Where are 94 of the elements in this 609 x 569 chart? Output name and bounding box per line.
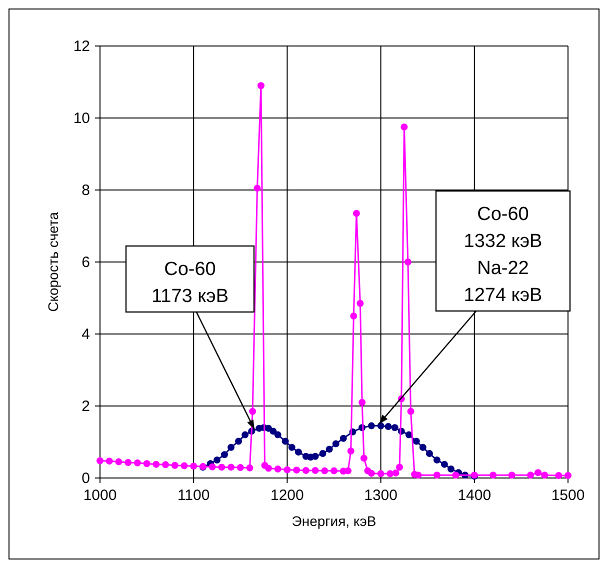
x-tick-label: 1300	[364, 487, 398, 504]
point	[282, 438, 289, 445]
point	[452, 472, 460, 479]
point	[490, 472, 497, 479]
point	[321, 467, 328, 474]
point	[96, 457, 104, 464]
point	[284, 466, 291, 474]
point	[368, 422, 375, 430]
point	[257, 82, 264, 90]
point	[426, 450, 433, 458]
point	[274, 466, 282, 472]
point	[214, 456, 220, 464]
point	[391, 424, 398, 432]
point	[228, 444, 235, 451]
point	[368, 470, 375, 477]
point	[534, 469, 542, 476]
point	[124, 459, 132, 466]
point	[350, 312, 358, 320]
point	[419, 444, 426, 451]
point	[190, 462, 198, 470]
point	[162, 461, 170, 468]
y-tick-label: 12	[73, 38, 90, 55]
point	[352, 210, 360, 217]
point	[312, 466, 319, 474]
point	[405, 431, 412, 438]
y-axis-title: Скорость счета	[45, 212, 61, 312]
point	[134, 459, 141, 466]
point	[115, 458, 122, 466]
point	[270, 428, 277, 435]
point	[143, 460, 150, 468]
point	[235, 438, 242, 445]
point	[236, 464, 244, 472]
y-tick-label: 6	[82, 254, 90, 271]
annotation: Co-60 1332 кэВ Na-22 1274 кэВ	[464, 204, 542, 306]
point	[274, 431, 282, 438]
point	[340, 434, 347, 442]
annotation: Co-60 1173 кэВ	[151, 259, 229, 307]
point	[564, 472, 572, 479]
point	[384, 423, 392, 430]
point	[302, 466, 310, 474]
point	[344, 467, 352, 474]
point	[254, 184, 261, 192]
point	[358, 398, 366, 406]
point	[288, 444, 296, 451]
point	[152, 460, 160, 468]
point	[228, 464, 235, 471]
point	[412, 438, 420, 445]
point	[527, 472, 534, 479]
x-tick-label: 1500	[551, 487, 585, 504]
y-tick-label: 0	[82, 470, 90, 487]
x-tick-label: 1200	[270, 487, 304, 504]
point	[400, 124, 408, 130]
point	[249, 408, 256, 415]
point	[407, 408, 414, 415]
point	[347, 448, 354, 454]
y-tick-label: 4	[82, 326, 90, 343]
point	[541, 472, 548, 479]
point	[414, 472, 422, 479]
y-tick-label: 10	[73, 110, 90, 127]
point	[332, 440, 340, 448]
point	[508, 472, 516, 479]
point	[312, 452, 319, 460]
point	[396, 464, 404, 471]
point	[218, 464, 226, 471]
x-tick-label: 1100	[177, 487, 210, 504]
x-tick-label: 1000	[83, 487, 117, 504]
point	[404, 258, 412, 266]
point	[377, 422, 384, 430]
point	[377, 470, 384, 478]
point	[294, 448, 302, 456]
y-tick-label: 2	[82, 398, 90, 415]
point	[326, 446, 333, 453]
point	[220, 451, 228, 458]
point	[448, 466, 454, 472]
x-axis-title: Энергия, кэВ	[292, 513, 376, 529]
point	[360, 454, 368, 462]
point	[392, 469, 400, 476]
y-tick-label: 8	[82, 182, 90, 199]
point	[356, 300, 364, 307]
x-tick-label: 1400	[458, 487, 492, 504]
point	[440, 460, 448, 468]
point	[171, 462, 178, 469]
point	[319, 450, 326, 458]
point	[246, 464, 254, 472]
point	[433, 472, 440, 479]
point	[293, 466, 300, 474]
point	[106, 458, 113, 465]
point	[555, 472, 562, 479]
point	[264, 464, 272, 472]
point	[330, 467, 338, 474]
point	[242, 431, 249, 438]
point	[433, 456, 440, 464]
point	[208, 463, 216, 470]
point	[180, 462, 188, 470]
